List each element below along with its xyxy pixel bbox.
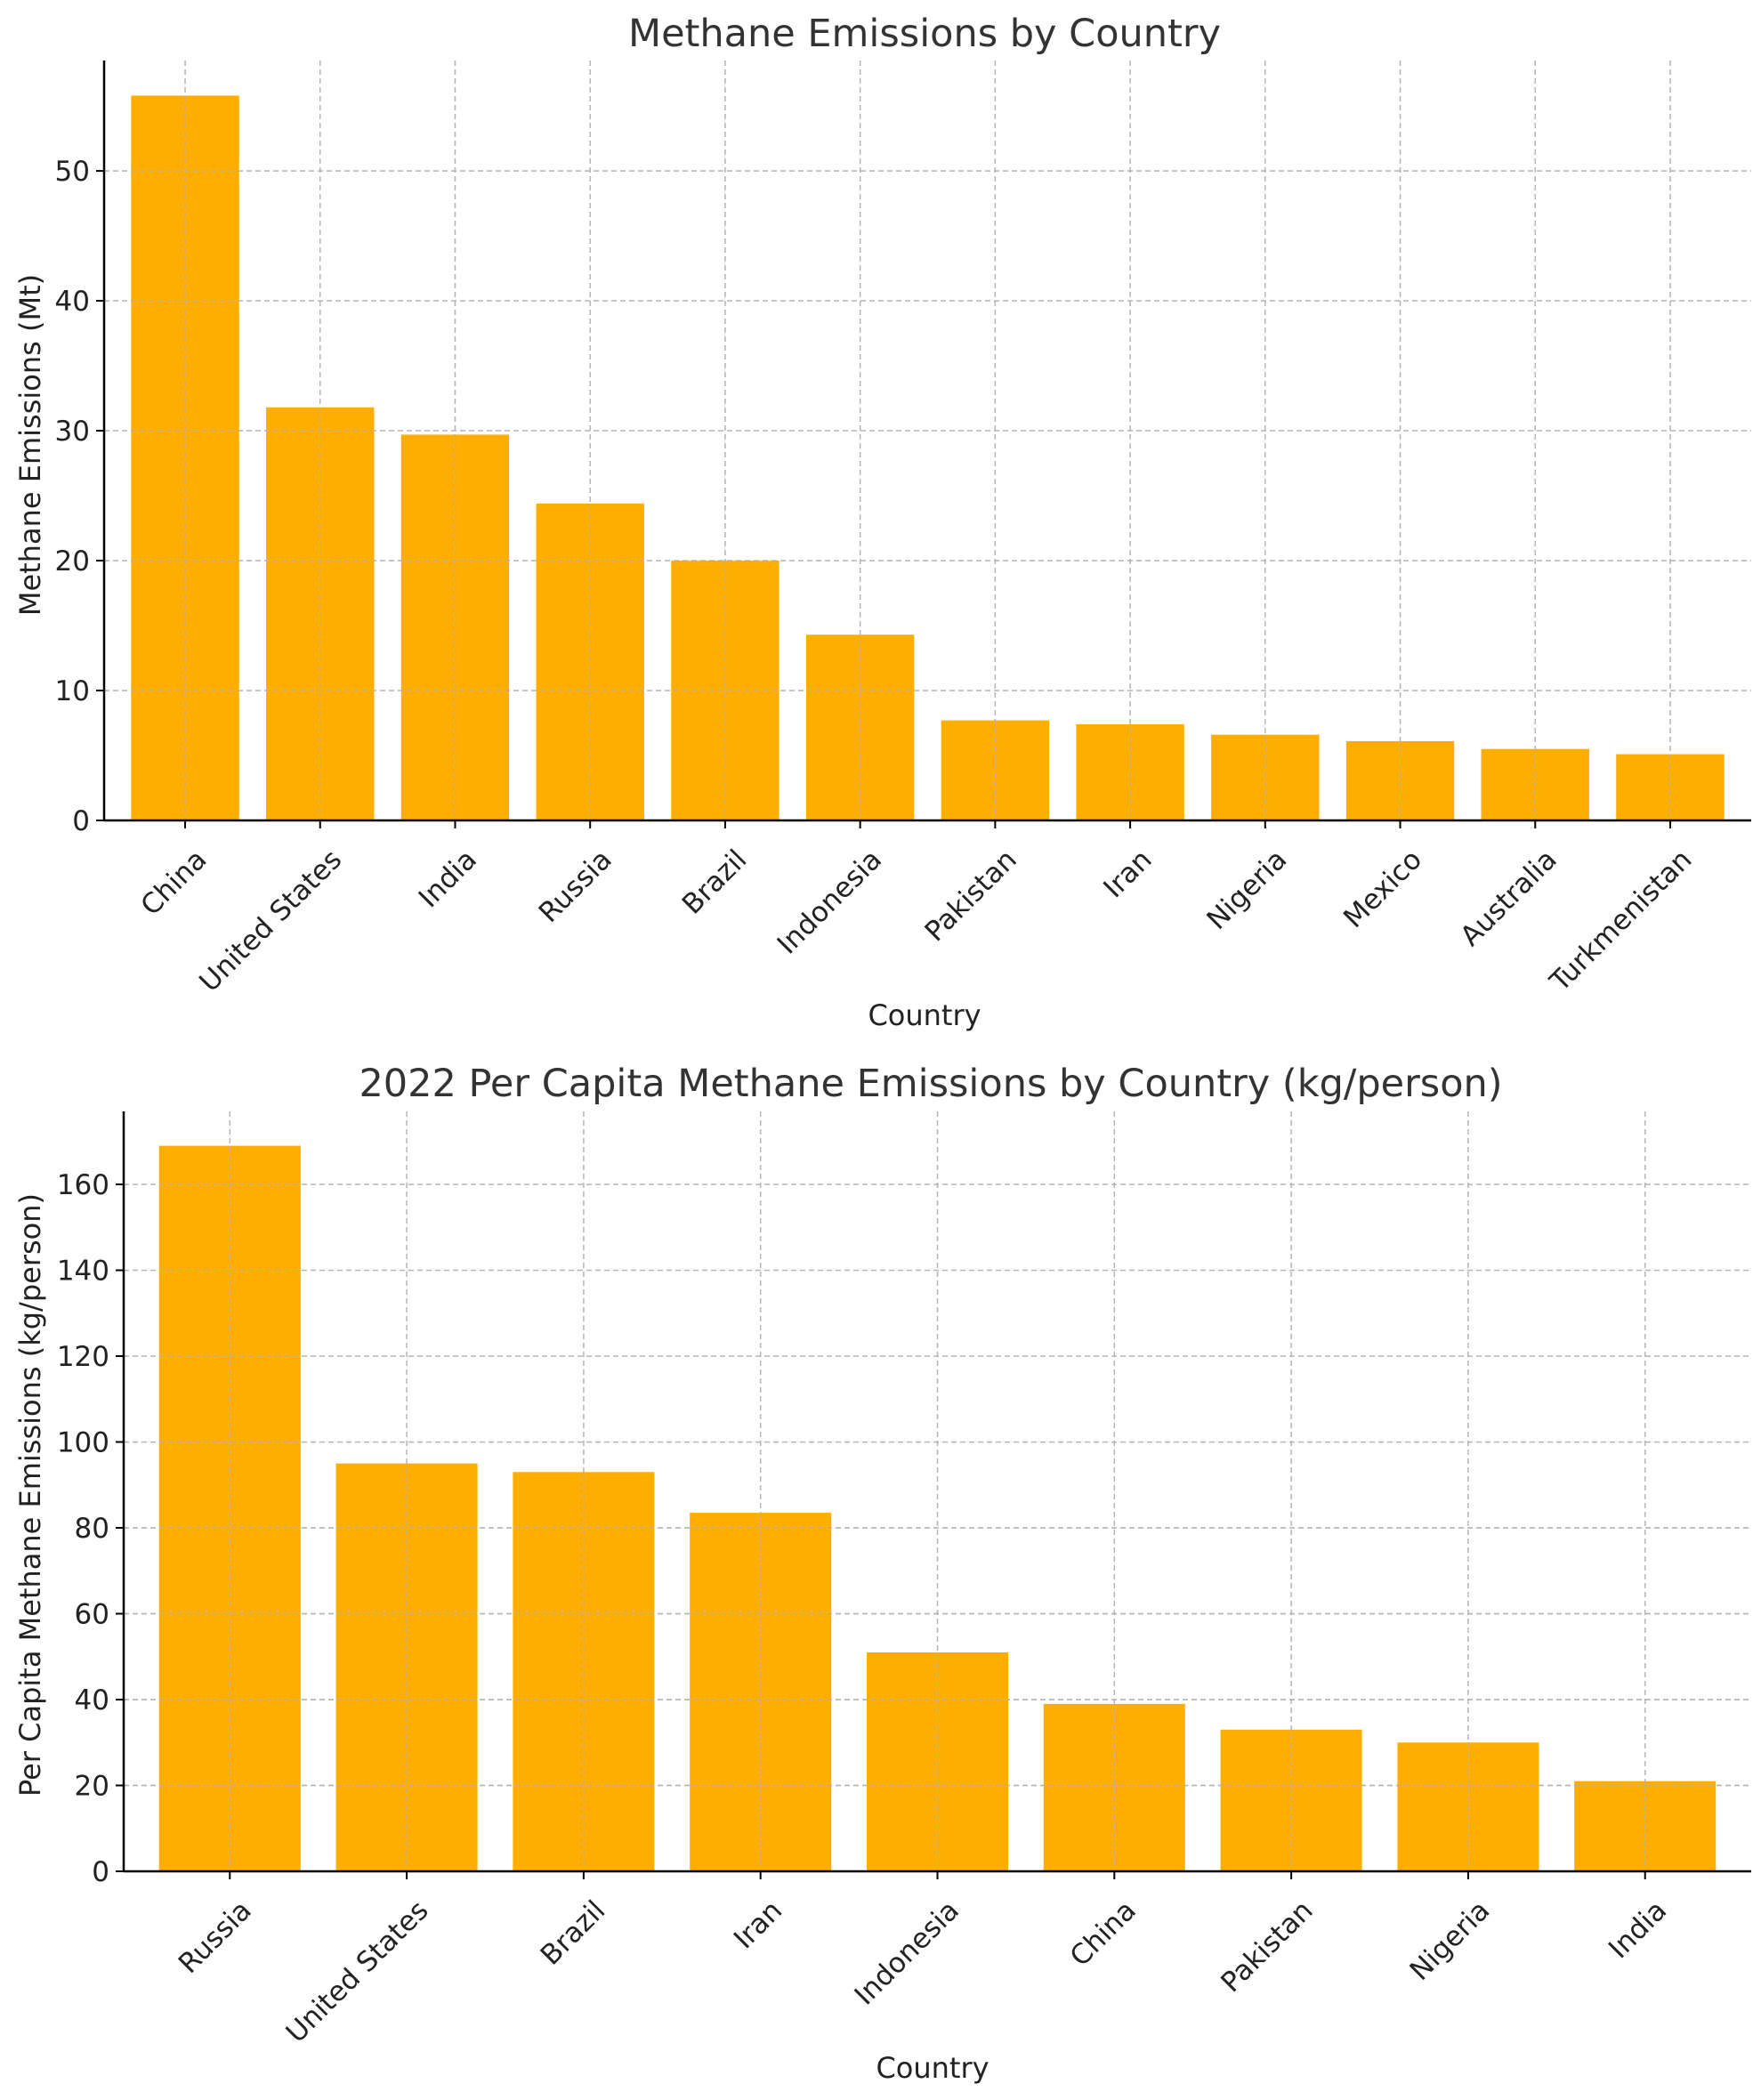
x-tick-label: United States: [280, 1894, 435, 2049]
y-tick-label: 40: [55, 286, 90, 318]
x-tick-label: Nigeria: [1404, 1894, 1497, 1987]
methane-emissions-chart: Methane Emissions by Country 0 10 20 30 40 50…: [13, 12, 1751, 1032]
y-tick-label: 0: [72, 805, 90, 837]
y-tick-label: 160: [57, 1169, 109, 1201]
y-tick-label: 0: [92, 1856, 109, 1888]
x-tick-label: China: [1064, 1894, 1143, 1973]
x-tick-label: Brazil: [676, 844, 754, 921]
y-tick-label: 10: [55, 675, 90, 707]
y-tick-label: 140: [57, 1256, 109, 1288]
bars: [104, 61, 1751, 820]
x-tick-label: Pakistan: [1215, 1894, 1319, 1999]
y-tick-label: 30: [55, 416, 90, 448]
x-ticks: Russia United States Brazil Iran Indonesia Ch…: [173, 1871, 1673, 2049]
bar-mexico: [1345, 740, 1455, 820]
y-tick-label: 50: [55, 156, 90, 188]
y-tick-label: 60: [75, 1599, 109, 1631]
x-tick-label: India: [1603, 1894, 1673, 1965]
x-tick-label: Russia: [173, 1894, 258, 1980]
y-ticks: 0 20 40 60 80 100 120 140 160: [57, 1169, 124, 1888]
x-axis-label: Country: [868, 998, 981, 1032]
x-tick-label: United States: [193, 844, 348, 998]
x-tick-label: Indonesia: [771, 844, 888, 960]
x-tick-label: Iran: [1097, 844, 1158, 904]
bar-pakistan: [941, 720, 1050, 820]
y-tick-label: 100: [57, 1427, 109, 1459]
y-axis-label: Methane Emissions (Mt): [13, 274, 47, 616]
bars: [124, 1111, 1751, 1871]
x-tick-label: Brazil: [535, 1894, 612, 1972]
x-tick-label: Iran: [728, 1894, 788, 1955]
chart-title: 2022 Per Capita Methane Emissions by Cou…: [359, 1062, 1502, 1106]
x-axis-label: Country: [876, 2051, 989, 2085]
x-tick-label: Mexico: [1337, 844, 1428, 934]
x-tick-label: Australia: [1454, 844, 1563, 952]
y-tick-label: 40: [75, 1684, 109, 1716]
per-capita-methane-chart: 2022 Per Capita Methane Emissions by Cou…: [13, 1062, 1751, 2085]
y-tick-label: 20: [55, 545, 90, 578]
y-ticks: 0 10 20 30 40 50: [55, 156, 104, 837]
x-tick-label: China: [134, 844, 213, 922]
y-tick-label: 120: [57, 1341, 109, 1373]
y-tick-label: 20: [75, 1771, 109, 1803]
chart-title: Methane Emissions by Country: [628, 12, 1221, 56]
y-tick-label: 80: [75, 1513, 109, 1545]
x-tick-label: Russia: [533, 844, 618, 929]
y-axis-label: Per Capita Methane Emissions (kg/person): [13, 1193, 47, 1797]
x-tick-label: Indonesia: [849, 1894, 965, 2011]
axes: [102, 61, 1751, 822]
x-tick-label: Pakistan: [919, 844, 1023, 948]
x-tick-label: Nigeria: [1200, 844, 1293, 936]
x-tick-label: India: [413, 844, 483, 914]
x-tick-label: Turkmenistan: [1543, 844, 1698, 998]
